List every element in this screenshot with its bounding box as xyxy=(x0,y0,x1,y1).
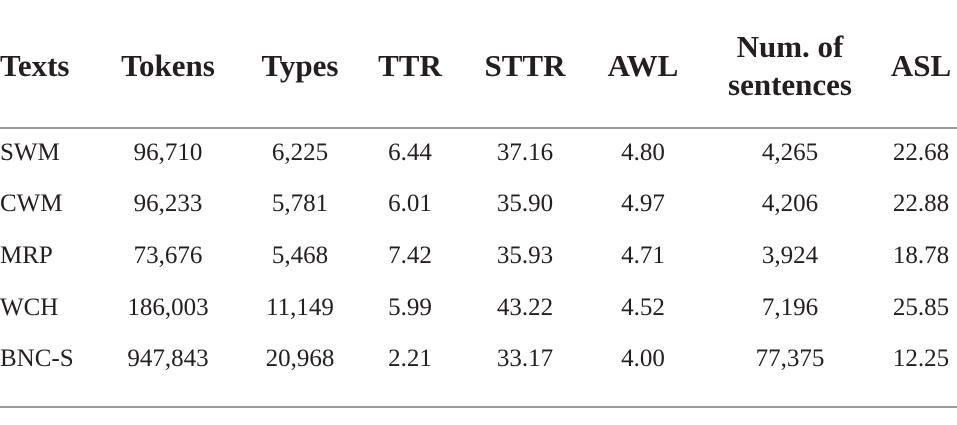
table-cell: 7,196 xyxy=(761,294,819,321)
header-rule xyxy=(0,127,957,129)
row-label: WCH xyxy=(0,294,59,321)
table-cell: 4.71 xyxy=(621,242,665,269)
column-header: ASL xyxy=(890,48,952,83)
row-label: MRP xyxy=(0,242,53,269)
table-cell: 11,149 xyxy=(266,294,334,321)
row-label: CWM xyxy=(0,190,63,217)
column-header: Types xyxy=(261,48,339,83)
table-cell: 4.80 xyxy=(621,139,665,166)
row-label: SWM xyxy=(0,139,60,166)
column-header: Texts xyxy=(0,48,70,83)
table-cell: 73,676 xyxy=(133,242,203,269)
table-cell: 4.00 xyxy=(621,345,665,372)
table-cell: 96,710 xyxy=(133,139,203,166)
table-cell: 5.99 xyxy=(388,294,432,321)
table-cell: 947,843 xyxy=(127,345,209,372)
row-label: BNC-S xyxy=(0,345,74,372)
column-header: AWL xyxy=(607,48,679,83)
table-cell: 96,233 xyxy=(133,190,203,217)
column-header: Num. of sentences xyxy=(728,29,852,102)
table-cell: 4,265 xyxy=(761,139,819,166)
bottom-rule xyxy=(0,406,957,408)
table-cell: 43.22 xyxy=(496,294,554,321)
table-cell: 4,206 xyxy=(761,190,819,217)
table-cell: 77,375 xyxy=(755,345,825,372)
column-header: Tokens xyxy=(121,48,215,83)
table-cell: 20,968 xyxy=(265,345,335,372)
table-cell: 7.42 xyxy=(388,242,432,269)
table-cell: 6.44 xyxy=(388,139,432,166)
table-cell: 4.97 xyxy=(621,190,665,217)
table-cell: 25.85 xyxy=(892,294,950,321)
column-header: TTR xyxy=(378,48,442,83)
table-cell: 35.90 xyxy=(496,190,554,217)
table-cell: 22.68 xyxy=(892,139,950,166)
table-cell: 18.78 xyxy=(892,242,950,269)
table-cell: 6,225 xyxy=(271,139,329,166)
table-cell: 33.17 xyxy=(496,345,554,372)
table-cell: 6.01 xyxy=(388,190,432,217)
table-cell: 5,781 xyxy=(271,190,329,217)
table-cell: 186,003 xyxy=(127,294,209,321)
table-cell: 22.88 xyxy=(892,190,950,217)
table-cell: 3,924 xyxy=(761,242,819,269)
table-cell: 4.52 xyxy=(621,294,665,321)
table-cell: 35.93 xyxy=(496,242,554,269)
table-cell: 2.21 xyxy=(388,345,432,372)
table-cell: 5,468 xyxy=(271,242,329,269)
table-cell: 12.25 xyxy=(892,345,950,372)
table-cell: 37.16 xyxy=(496,139,554,166)
column-header: STTR xyxy=(484,48,566,83)
